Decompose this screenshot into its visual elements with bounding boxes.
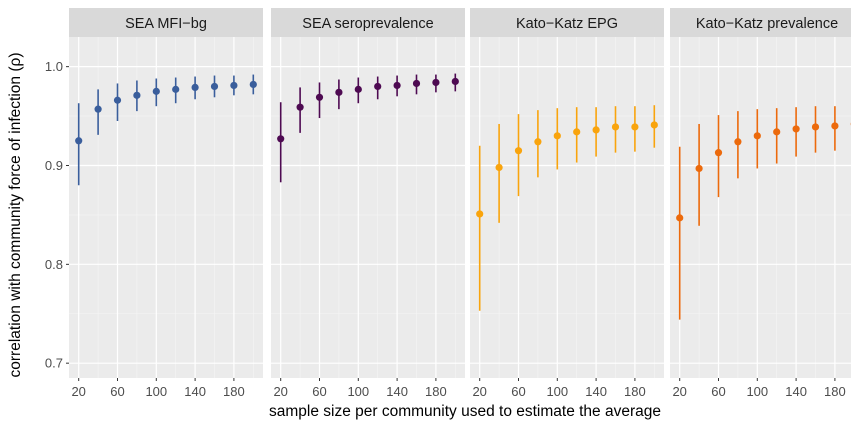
- x-tick-label: 20: [672, 384, 686, 399]
- facet-panel: Kato−Katz EPG 20 60 100 140 180: [470, 8, 664, 399]
- data-point: [831, 122, 839, 130]
- data-point: [296, 103, 304, 111]
- data-point: [432, 78, 440, 87]
- x-tick-label: 100: [145, 384, 167, 399]
- data-point: [230, 81, 238, 90]
- data-point: [374, 82, 382, 91]
- data-point: [191, 83, 199, 92]
- data-point: [412, 79, 421, 88]
- data-point: [753, 132, 761, 140]
- x-tick-label: 60: [711, 384, 725, 399]
- x-tick-label: 20: [472, 384, 486, 399]
- data-point: [650, 121, 658, 129]
- data-point: [315, 93, 324, 101]
- x-tick-label: 180: [223, 384, 245, 399]
- y-tick-label: 1.0: [45, 59, 63, 74]
- data-point: [611, 123, 620, 131]
- y-axis-title: correlation with community force of infe…: [7, 53, 24, 378]
- x-tick-label: 20: [71, 384, 85, 399]
- data-point: [592, 126, 600, 134]
- data-point: [734, 138, 742, 146]
- panel-background: [69, 37, 263, 378]
- x-tick-label: 100: [347, 384, 369, 399]
- data-point: [75, 137, 83, 145]
- x-tick-label: 60: [110, 384, 124, 399]
- x-tick-label: 20: [273, 384, 287, 399]
- facet-title: SEA seroprevalence: [302, 16, 433, 32]
- x-tick-label: 180: [425, 384, 447, 399]
- x-tick-label: 140: [785, 384, 807, 399]
- facet-title: Kato−Katz prevalence: [696, 16, 838, 32]
- panel-background: [670, 37, 851, 378]
- facet-strip: [69, 8, 263, 37]
- data-point: [811, 123, 820, 131]
- facet-title: SEA MFI−bg: [125, 16, 207, 32]
- data-point: [133, 91, 141, 99]
- y-tick-label: 0.8: [45, 257, 63, 272]
- y-tick-label: 0.7: [45, 356, 63, 371]
- data-point: [249, 80, 257, 89]
- data-point: [210, 82, 219, 91]
- y-axis: 0.7 0.8 0.9 1.0: [45, 59, 69, 371]
- facet-panel: Kato−Katz prevalence 20 60 100 140 180: [670, 8, 851, 399]
- panel-background: [271, 37, 465, 378]
- data-point: [676, 214, 684, 222]
- facet-title: Kato−Katz EPG: [516, 16, 618, 32]
- data-point: [495, 163, 503, 172]
- data-point: [631, 123, 639, 131]
- data-point: [113, 96, 122, 104]
- y-tick-label: 0.9: [45, 158, 63, 173]
- data-point: [393, 81, 401, 90]
- data-point: [792, 125, 800, 133]
- data-point: [152, 87, 160, 95]
- facet-strip: [470, 8, 664, 37]
- data-point: [354, 85, 362, 93]
- x-tick-label: 140: [184, 384, 206, 399]
- data-point: [714, 149, 723, 157]
- facet-strip: [670, 8, 851, 37]
- data-point: [335, 88, 343, 96]
- x-tick-label: 60: [312, 384, 326, 399]
- data-point: [534, 138, 542, 146]
- x-tick-label: 100: [546, 384, 568, 399]
- data-point: [553, 132, 561, 140]
- x-tick-label: 140: [585, 384, 607, 399]
- data-point: [573, 128, 581, 136]
- x-tick-label: 60: [511, 384, 525, 399]
- x-tick-label: 180: [624, 384, 646, 399]
- data-point: [172, 85, 180, 93]
- data-point: [277, 135, 285, 143]
- x-tick-label: 180: [824, 384, 846, 399]
- data-point: [451, 77, 459, 86]
- facet-panel: SEA seroprevalence 20 60 100 140 180: [271, 8, 465, 399]
- x-axis-title: sample size per community used to estima…: [269, 403, 661, 420]
- data-point: [476, 210, 484, 218]
- data-point: [514, 147, 523, 155]
- facet-panel: SEA MFI−bg 20 60 100 140 180: [69, 8, 263, 399]
- data-point: [773, 128, 781, 136]
- facet-strip: [271, 8, 465, 37]
- data-point: [695, 164, 703, 173]
- panel-background: [470, 37, 664, 378]
- x-tick-label: 100: [746, 384, 768, 399]
- data-point: [94, 105, 102, 113]
- x-tick-label: 140: [386, 384, 408, 399]
